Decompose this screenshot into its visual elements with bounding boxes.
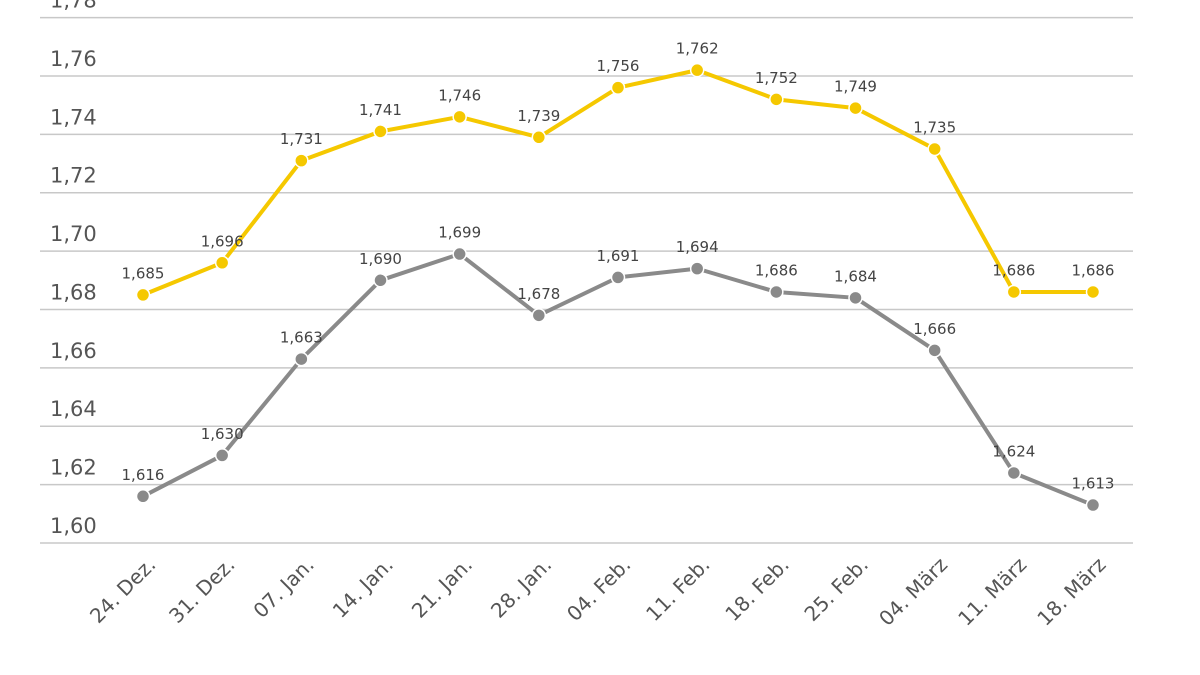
x-tick-label: 21. Jan. xyxy=(407,552,477,622)
data-point xyxy=(214,448,230,463)
y-tick-label: 1,70 xyxy=(50,222,97,246)
data-point xyxy=(848,100,863,116)
data-label: 1,731 xyxy=(280,130,323,148)
y-tick-label: 1,62 xyxy=(50,456,97,480)
x-tick-label: 04. März xyxy=(874,552,952,630)
x-tick-label: 11. Feb. xyxy=(641,552,714,625)
data-label: 1,696 xyxy=(201,232,244,250)
data-point xyxy=(1085,497,1101,513)
data-label: 1,739 xyxy=(517,107,560,125)
data-label: 1,686 xyxy=(992,261,1035,279)
data-point xyxy=(373,273,388,288)
x-tick-label: 31. Dez. xyxy=(164,552,239,627)
data-point xyxy=(927,343,942,358)
data-point xyxy=(452,109,467,125)
data-label: 1,749 xyxy=(834,78,877,96)
data-point xyxy=(689,62,705,78)
data-label: 1,694 xyxy=(676,238,719,256)
data-point xyxy=(1006,284,1022,300)
x-tick-label: 18. März xyxy=(1032,552,1110,630)
data-label: 1,663 xyxy=(280,329,323,347)
data-point xyxy=(135,287,151,303)
data-label: 1,746 xyxy=(438,86,481,104)
data-label: 1,741 xyxy=(359,101,402,119)
x-tick-label: 25. Feb. xyxy=(799,552,872,625)
x-tick-label: 24. Dez. xyxy=(85,552,160,627)
data-label: 1,666 xyxy=(913,320,956,338)
data-point xyxy=(294,153,309,168)
data-label: 1,756 xyxy=(597,57,640,75)
data-point xyxy=(610,270,626,285)
data-label: 1,684 xyxy=(834,267,877,285)
y-tick-label: 1,78 xyxy=(50,0,97,13)
data-point xyxy=(848,290,863,306)
y-tick-label: 1,72 xyxy=(50,164,97,188)
y-tick-label: 1,66 xyxy=(50,339,97,363)
data-point xyxy=(135,489,151,504)
data-point xyxy=(689,261,705,276)
data-point xyxy=(769,284,784,300)
data-point xyxy=(531,308,547,323)
data-label: 1,699 xyxy=(438,224,481,242)
x-tick-label: 28. Jan. xyxy=(486,552,556,622)
series-line xyxy=(142,252,1094,507)
x-tick-label: 04. Feb. xyxy=(562,552,635,625)
x-tick-label: 18. Feb. xyxy=(720,552,793,625)
y-tick-label: 1,76 xyxy=(50,47,97,71)
data-label: 1,686 xyxy=(1072,261,1115,279)
y-tick-label: 1,68 xyxy=(50,280,97,304)
data-label: 1,685 xyxy=(122,264,165,282)
data-label: 1,762 xyxy=(676,40,719,58)
data-point xyxy=(927,141,942,157)
data-point xyxy=(214,255,230,271)
data-point xyxy=(1006,465,1022,481)
data-label: 1,630 xyxy=(201,425,244,443)
y-tick-label: 1,60 xyxy=(50,514,97,538)
x-tick-label: 14. Jan. xyxy=(328,552,398,622)
y-tick-label: 1,64 xyxy=(50,397,97,421)
data-label: 1,691 xyxy=(597,247,640,265)
data-point xyxy=(373,124,388,139)
data-point xyxy=(531,130,547,145)
data-label: 1,613 xyxy=(1072,475,1115,493)
data-label: 1,616 xyxy=(122,466,165,484)
data-point xyxy=(769,92,784,107)
y-tick-label: 1,74 xyxy=(50,105,97,129)
data-label: 1,752 xyxy=(755,69,798,87)
data-point xyxy=(610,80,626,95)
data-point xyxy=(294,351,309,367)
x-tick-label: 07. Jan. xyxy=(249,552,319,622)
data-label: 1,678 xyxy=(517,285,560,303)
data-point xyxy=(452,246,467,262)
data-label: 1,690 xyxy=(359,250,402,268)
data-label: 1,735 xyxy=(913,118,956,136)
data-label: 1,686 xyxy=(755,261,798,279)
data-label: 1,624 xyxy=(992,442,1035,460)
data-point xyxy=(1085,284,1101,300)
x-tick-label: 11. März xyxy=(953,552,1031,630)
